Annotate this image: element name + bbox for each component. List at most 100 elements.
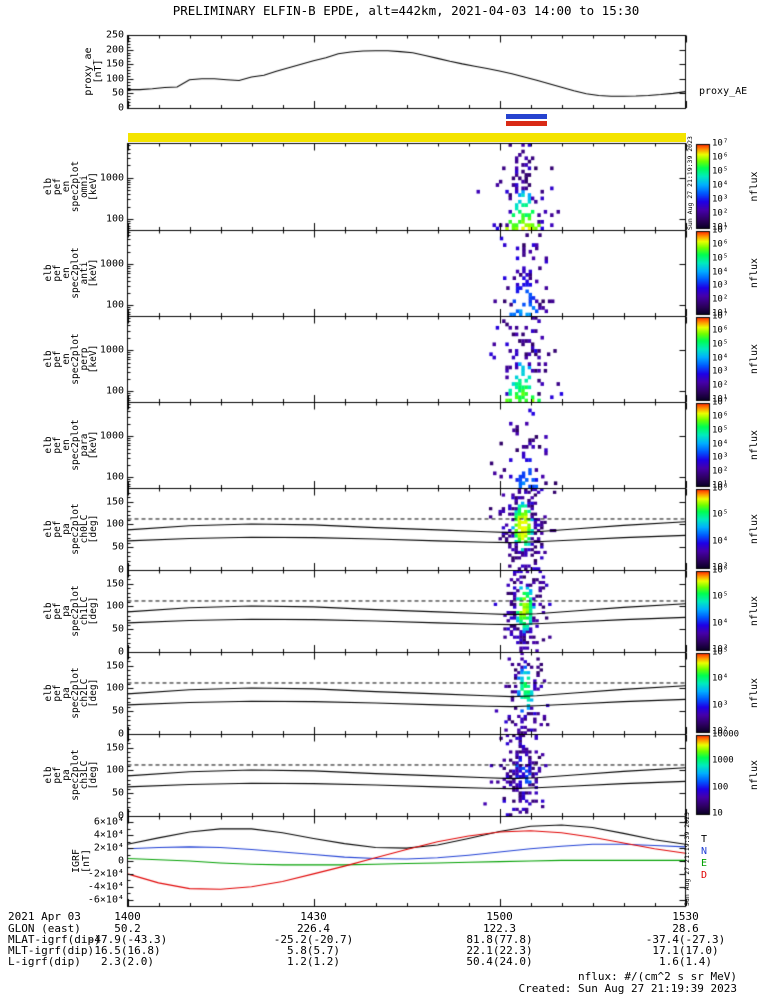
proxy-ae-ytick-label: 0 [117,102,124,114]
ch0lc-ytick-label: 150 [105,496,124,508]
proxy-ae-ytick-label: 150 [105,58,124,70]
colorbar-tick-label: 10⁶ [712,483,729,494]
colorbar-tick-label: 10³ [712,280,729,291]
igrf-ytick-label: -4×10⁴ [87,881,124,893]
coverage-bar-yellow [127,133,686,142]
footer-row-value: 28.6 [672,922,699,935]
colorbar-tick-label: 10¹ [712,480,729,491]
colorbar-tick-label: 10⁷ [712,397,729,408]
colorbar-tick-label: 10 [712,808,723,819]
igrf-axis-label: IGRF [nT] [71,848,92,874]
colorbar-tick-label: 10¹ [712,308,729,319]
footer-row-label: GLON (east) [8,922,81,935]
ch2lc-ytick-label: 150 [105,660,124,672]
ch1lc-ytick-label: 150 [105,578,124,590]
colorbar-tick-label: 10³ [712,644,729,655]
en_para-ytick-label: 100 [105,471,124,483]
en_anti-ytick-label: 100 [105,299,124,311]
science-zone-bar-red [505,121,547,126]
footer-row-value: 122.3 [482,922,517,935]
time-tick-label: 1400 [114,910,141,923]
colorbar-axis-label: nflux [749,343,760,375]
colorbar-tick-label: 10⁶ [712,411,729,422]
footer-row-value: 16.5(16.8) [94,944,161,957]
colorbar-tick-label: 10² [712,380,729,391]
colorbar-tick-label: 10² [712,208,729,219]
colorbar-tick-label: 10³ [712,194,729,205]
igrf-ytick-label: 6×10⁴ [93,816,124,828]
colorbar-axis-label: nflux [749,257,760,289]
en_omni-ytick-label: 1000 [99,172,124,184]
colorbar-tick-label: 10⁷ [712,311,729,322]
igrf-ytick-label: -6×10⁴ [87,894,124,906]
proxy-ae-ytick-label: 250 [105,29,124,41]
ch1lc-ytick-label: 50 [111,623,124,635]
ch3lc-ytick-label: 0 [117,810,124,822]
nflux-units-note: nflux: #/(cm^2 s sr MeV) [578,970,737,983]
colorbar-tick-label: 10000 [712,729,740,740]
igrf-legend-D: D [701,870,708,881]
en_perp-axis-label: elb pef en spec2plot perp [keV] [43,333,99,385]
igrf-ytick-label: 2×10⁴ [93,842,124,854]
proxy-ae-right-label: proxy_AE [699,86,748,97]
en_anti-axis-label: elb pef en spec2plot anti [keV] [43,247,99,299]
created-timestamp: Created: Sun Aug 27 21:19:39 2023 [518,982,737,995]
footer-date-label: 2021 Apr 03 [8,910,81,923]
footer-row-value: 50.2 [114,922,141,935]
colorbar-axis-label: nflux [749,759,760,791]
colorbar-tick-label: 10² [712,294,729,305]
footer-row-value: -47.9(-43.3) [87,933,168,946]
colorbar-tick-label: 10⁵ [712,339,729,350]
proxy-ae-ytick-label: 100 [105,73,124,85]
colorbar-tick-label: 10⁵ [712,647,729,658]
ch0lc-axis-label: elb pef pa spec2plot ch0LC [deg] [43,503,99,555]
ch1lc-ytick-label: 100 [105,600,124,612]
en_perp-ytick-label: 1000 [99,344,124,356]
colorbar-tick-label: 10² [712,466,729,477]
footer-row-value: 17.1(17.0) [652,944,719,957]
footer-row-value: 81.8(77.8) [466,933,533,946]
ch3lc-ytick-label: 100 [105,764,124,776]
footer-row-label: MLT-igrf(dip) [8,944,95,957]
igrf-ytick-label: -2×10⁴ [87,868,124,880]
en_anti-ytick-label: 1000 [99,258,124,270]
colorbar-tick-label: 10³ [712,366,729,377]
colorbar-tick-label: 10⁴ [712,618,729,629]
ch3lc-ytick-label: 150 [105,742,124,754]
colorbar-axis-label: nflux [749,171,760,202]
en_para-axis-label: elb pef en spec2plot para [keV] [43,419,99,471]
colorbar-tick-label: 1000 [712,755,734,766]
time-tick-label: 1430 [300,910,327,923]
igrf-legend-N: N [701,846,708,857]
en_para-ytick-label: 1000 [99,430,124,442]
ch0lc-ytick-label: 0 [117,564,124,576]
side-timestamp-bottom: Sun Aug 27 21:19:39 2023 [683,812,691,906]
ch0lc-ytick-label: 100 [105,518,124,530]
footer-row-value: 5.8(5.7) [287,944,340,957]
colorbar-tick-label: 10⁵ [712,425,729,436]
ch1lc-axis-label: elb pef pa spec2plot ch1LC [deg] [43,585,99,637]
colorbar-tick-label: 10⁴ [712,267,729,277]
plot-title: PRELIMINARY ELFIN-B EPDE, alt=442km, 202… [172,3,640,18]
footer-row-value: 22.1(22.3) [466,944,533,957]
colorbar-tick-label: 10⁴ [712,536,729,547]
colorbar-tick-label: 10⁵ [712,253,729,264]
colorbar-tick-label: 10⁶ [712,325,729,336]
time-tick-label: 1530 [672,910,699,923]
colorbar-axis-label: nflux [749,513,760,545]
colorbar-tick-label: 10⁶ [712,239,729,250]
igrf-ytick-label: 4×10⁴ [93,829,124,841]
ch2lc-ytick-label: 100 [105,682,124,694]
ch3lc-ytick-label: 50 [111,787,124,799]
colorbar-tick-label: 10⁵ [712,509,729,520]
colorbar-tick-label: 10⁷ [712,225,729,236]
footer-row-value: 226.4 [296,922,331,935]
colorbar-tick-label: 10⁷ [712,138,729,149]
colorbar-tick-label: 10⁵ [712,166,729,177]
proxy-ae-ytick-label: 50 [111,87,124,99]
colorbar-tick-label: 10¹ [712,222,729,233]
colorbar-tick-label: 10³ [712,562,729,573]
colorbar-tick-label: 10³ [712,452,729,463]
